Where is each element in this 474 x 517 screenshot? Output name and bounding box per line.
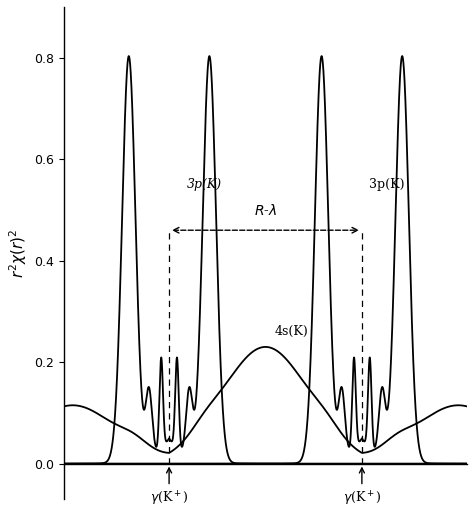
Text: 4s(K): 4s(K) [274, 325, 308, 338]
Text: $R$-$\lambda$: $R$-$\lambda$ [254, 203, 277, 218]
Text: 3p(K): 3p(K) [369, 178, 404, 191]
Text: $\gamma$(K$^+$): $\gamma$(K$^+$) [150, 490, 189, 508]
Text: 3p(K): 3p(K) [187, 178, 222, 191]
Y-axis label: $r^2\chi(r)^2$: $r^2\chi(r)^2$ [7, 229, 28, 278]
Text: $\gamma$(K$^+$): $\gamma$(K$^+$) [343, 490, 381, 508]
